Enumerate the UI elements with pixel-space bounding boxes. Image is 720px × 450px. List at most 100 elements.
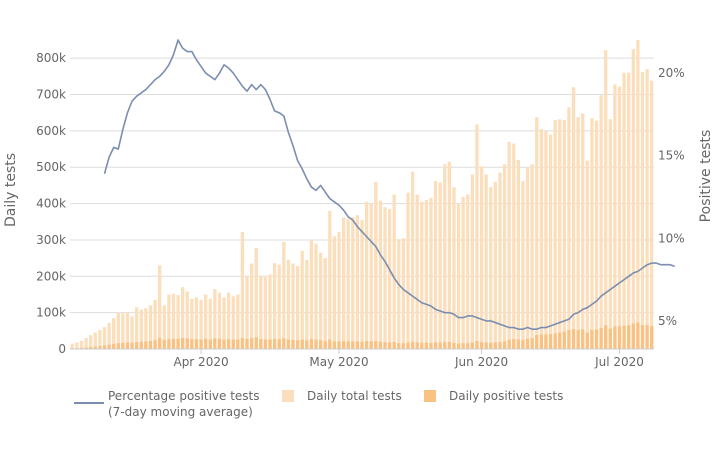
bar-total-tests[interactable] xyxy=(102,327,107,349)
bar-positive-tests[interactable] xyxy=(420,342,424,349)
bar-positive-tests[interactable] xyxy=(194,339,199,349)
bar-total-tests[interactable] xyxy=(548,134,553,349)
bar-positive-tests[interactable] xyxy=(608,328,612,349)
bar-total-tests[interactable] xyxy=(512,143,516,349)
bar-total-tests[interactable] xyxy=(217,292,222,349)
bar-total-tests[interactable] xyxy=(489,187,493,349)
bar-total-tests[interactable] xyxy=(383,207,387,349)
bar-total-tests[interactable] xyxy=(401,238,406,349)
bar-total-tests[interactable] xyxy=(507,141,511,349)
bar-total-tests[interactable] xyxy=(249,263,254,349)
bar-positive-tests[interactable] xyxy=(226,339,231,349)
bar-total-tests[interactable] xyxy=(167,294,171,349)
bar-total-tests[interactable] xyxy=(190,298,194,349)
bar-total-tests[interactable] xyxy=(558,119,562,349)
bar-total-tests[interactable] xyxy=(650,80,654,349)
bar-positive-tests[interactable] xyxy=(507,339,511,349)
bar-positive-tests[interactable] xyxy=(548,334,553,349)
bar-total-tests[interactable] xyxy=(502,164,507,349)
bar-positive-tests[interactable] xyxy=(452,342,456,349)
bar-positive-tests[interactable] xyxy=(443,342,447,349)
bar-positive-tests[interactable] xyxy=(479,342,484,349)
bar-positive-tests[interactable] xyxy=(475,341,479,349)
bar-positive-tests[interactable] xyxy=(107,344,111,349)
bar-positive-tests[interactable] xyxy=(433,342,438,349)
bar-total-tests[interactable] xyxy=(461,197,465,349)
bar-positive-tests[interactable] xyxy=(544,334,548,349)
bar-total-tests[interactable] xyxy=(392,194,396,350)
bar-total-tests[interactable] xyxy=(70,343,74,349)
bar-total-tests[interactable] xyxy=(162,305,166,349)
bar-positive-tests[interactable] xyxy=(272,338,277,349)
bar-total-tests[interactable] xyxy=(493,181,498,349)
bar-positive-tests[interactable] xyxy=(295,340,300,349)
bar-total-tests[interactable] xyxy=(475,124,479,349)
bar-positive-tests[interactable] xyxy=(346,341,350,349)
bar-total-tests[interactable] xyxy=(171,293,176,349)
bar-positive-tests[interactable] xyxy=(369,341,373,349)
bar-positive-tests[interactable] xyxy=(424,342,429,349)
bar-total-tests[interactable] xyxy=(203,294,208,349)
bar-positive-tests[interactable] xyxy=(631,323,635,349)
bar-total-tests[interactable] xyxy=(79,341,84,349)
bar-positive-tests[interactable] xyxy=(135,342,139,349)
bar-total-tests[interactable] xyxy=(199,299,203,349)
bar-positive-tests[interactable] xyxy=(259,339,263,349)
bar-total-tests[interactable] xyxy=(125,311,130,349)
bar-total-tests[interactable] xyxy=(153,299,157,349)
bar-total-tests[interactable] xyxy=(346,218,350,349)
bar-total-tests[interactable] xyxy=(410,171,415,349)
bar-positive-tests[interactable] xyxy=(240,338,245,349)
bar-positive-tests[interactable] xyxy=(392,342,396,349)
bar-positive-tests[interactable] xyxy=(360,341,364,349)
bar-total-tests[interactable] xyxy=(438,182,442,349)
bar-total-tests[interactable] xyxy=(263,277,268,349)
bar-total-tests[interactable] xyxy=(576,117,580,349)
bar-total-tests[interactable] xyxy=(75,342,79,349)
bar-positive-tests[interactable] xyxy=(470,342,475,349)
bar-positive-tests[interactable] xyxy=(617,326,622,349)
bar-positive-tests[interactable] xyxy=(351,341,355,349)
bar-total-tests[interactable] xyxy=(272,263,277,349)
bar-positive-tests[interactable] xyxy=(364,341,369,349)
bar-positive-tests[interactable] xyxy=(599,327,603,349)
bar-total-tests[interactable] xyxy=(300,250,304,349)
bar-total-tests[interactable] xyxy=(535,117,539,349)
bar-positive-tests[interactable] xyxy=(535,335,539,349)
bar-positive-tests[interactable] xyxy=(410,341,415,349)
bar-positive-tests[interactable] xyxy=(355,341,360,349)
bar-positive-tests[interactable] xyxy=(406,342,410,349)
bar-positive-tests[interactable] xyxy=(309,339,314,349)
bar-positive-tests[interactable] xyxy=(512,339,516,349)
bar-positive-tests[interactable] xyxy=(493,342,498,349)
bar-positive-tests[interactable] xyxy=(429,342,433,349)
bar-positive-tests[interactable] xyxy=(300,339,304,349)
bar-total-tests[interactable] xyxy=(443,164,447,349)
bar-positive-tests[interactable] xyxy=(217,338,222,349)
bar-positive-tests[interactable] xyxy=(236,339,240,349)
bar-positive-tests[interactable] xyxy=(130,342,134,349)
bar-positive-tests[interactable] xyxy=(328,339,332,349)
bar-total-tests[interactable] xyxy=(617,86,622,349)
bar-positive-tests[interactable] xyxy=(383,342,387,349)
bar-total-tests[interactable] xyxy=(286,259,291,349)
bar-total-tests[interactable] xyxy=(268,274,272,349)
bar-positive-tests[interactable] xyxy=(268,339,272,349)
bar-positive-tests[interactable] xyxy=(332,341,337,349)
bar-positive-tests[interactable] xyxy=(291,339,295,349)
bar-total-tests[interactable] xyxy=(479,166,484,349)
bar-positive-tests[interactable] xyxy=(636,322,640,349)
bar-positive-tests[interactable] xyxy=(374,341,378,349)
bar-positive-tests[interactable] xyxy=(613,326,617,349)
bar-positive-tests[interactable] xyxy=(627,325,631,349)
bar-total-tests[interactable] xyxy=(332,236,337,349)
bar-total-tests[interactable] xyxy=(420,201,424,349)
bar-positive-tests[interactable] xyxy=(181,338,185,349)
bar-positive-tests[interactable] xyxy=(116,343,120,349)
bar-positive-tests[interactable] xyxy=(112,343,116,349)
bar-total-tests[interactable] xyxy=(295,266,300,349)
bar-total-tests[interactable] xyxy=(374,181,378,349)
bar-positive-tests[interactable] xyxy=(415,342,419,349)
bar-positive-tests[interactable] xyxy=(263,339,268,349)
bar-positive-tests[interactable] xyxy=(185,338,189,349)
